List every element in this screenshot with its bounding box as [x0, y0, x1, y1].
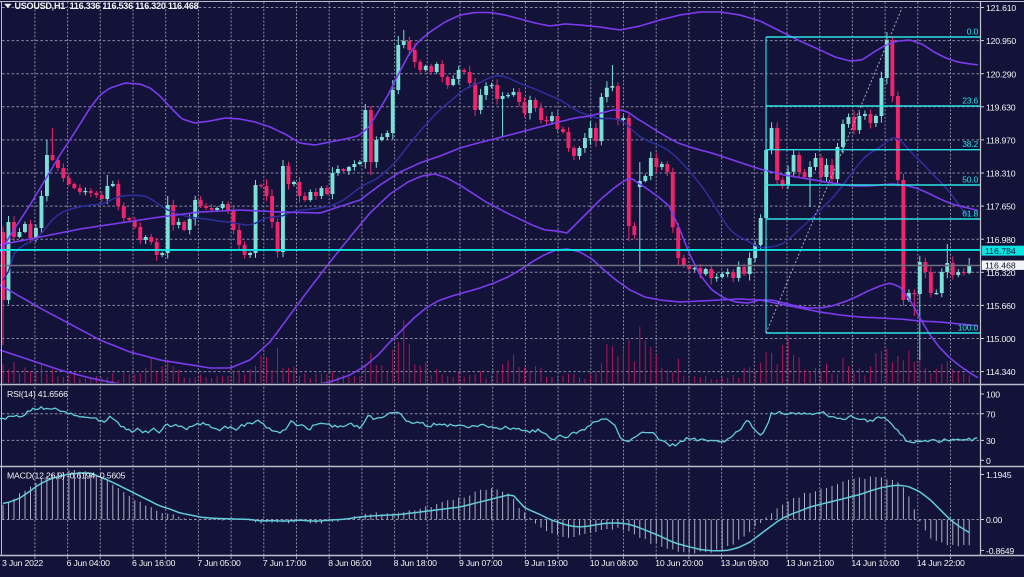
svg-text:1.1945: 1.1945 [986, 470, 1012, 480]
svg-text:61.8: 61.8 [962, 209, 978, 219]
svg-text:116.980: 116.980 [986, 235, 1016, 245]
svg-text:7 Jun 05:00: 7 Jun 05:00 [197, 558, 241, 568]
svg-text:115.660: 115.660 [986, 301, 1016, 311]
svg-text:8 Jun 06:00: 8 Jun 06:00 [328, 558, 372, 568]
svg-text:116.468: 116.468 [985, 260, 1016, 270]
svg-text:6 Jun 16:00: 6 Jun 16:00 [132, 558, 176, 568]
svg-text:30: 30 [986, 436, 996, 446]
svg-text:117.650: 117.650 [986, 202, 1016, 212]
svg-text:RSI(14) 41.6566: RSI(14) 41.6566 [7, 389, 68, 399]
svg-text:10 Jun 08:00: 10 Jun 08:00 [590, 558, 638, 568]
svg-text:6 Jun 04:00: 6 Jun 04:00 [67, 558, 111, 568]
svg-text:MACD(12,26,9) -0.6194 -0.5605: MACD(12,26,9) -0.6194 -0.5605 [7, 471, 126, 481]
svg-text:8 Jun 18:00: 8 Jun 18:00 [394, 558, 438, 568]
svg-text:118.970: 118.970 [986, 136, 1016, 146]
svg-text:120.290: 120.290 [986, 69, 1016, 79]
svg-text:118.310: 118.310 [986, 169, 1016, 179]
svg-text:70: 70 [986, 409, 996, 419]
svg-text:9 Jun 19:00: 9 Jun 19:00 [524, 558, 568, 568]
svg-text:50.0: 50.0 [962, 175, 978, 185]
svg-text:14 Jun 22:00: 14 Jun 22:00 [917, 558, 965, 568]
svg-text:100.0: 100.0 [958, 323, 979, 333]
svg-text:38.2: 38.2 [962, 139, 978, 149]
svg-text:7 Jun 17:00: 7 Jun 17:00 [263, 558, 307, 568]
svg-text:0: 0 [986, 456, 991, 466]
svg-text:USOUSD,H1 116.336 116.536 116: USOUSD,H1 116.336 116.536 116.320 116.46… [15, 1, 199, 11]
svg-text:10 Jun 20:00: 10 Jun 20:00 [655, 558, 703, 568]
svg-text:100: 100 [986, 390, 1000, 400]
svg-text:119.630: 119.630 [986, 102, 1016, 112]
svg-text:114.340: 114.340 [986, 367, 1016, 377]
svg-text:0.00: 0.00 [986, 515, 1002, 525]
svg-text:13 Jun 09:00: 13 Jun 09:00 [721, 558, 769, 568]
svg-text:121.610: 121.610 [986, 3, 1016, 13]
svg-text:115.000: 115.000 [986, 334, 1016, 344]
svg-text:120.950: 120.950 [986, 36, 1016, 46]
svg-text:116.320: 116.320 [986, 268, 1016, 278]
svg-text:3 Jun 2022: 3 Jun 2022 [2, 558, 43, 568]
svg-text:0.0: 0.0 [967, 27, 979, 37]
svg-text:14 Jun 10:00: 14 Jun 10:00 [851, 558, 899, 568]
svg-text:13 Jun 21:00: 13 Jun 21:00 [786, 558, 834, 568]
svg-text:23.6: 23.6 [962, 96, 978, 106]
svg-text:9 Jun 07:00: 9 Jun 07:00 [459, 558, 503, 568]
svg-text:-0.8649: -0.8649 [986, 546, 1014, 556]
svg-text:116.784: 116.784 [985, 246, 1016, 256]
